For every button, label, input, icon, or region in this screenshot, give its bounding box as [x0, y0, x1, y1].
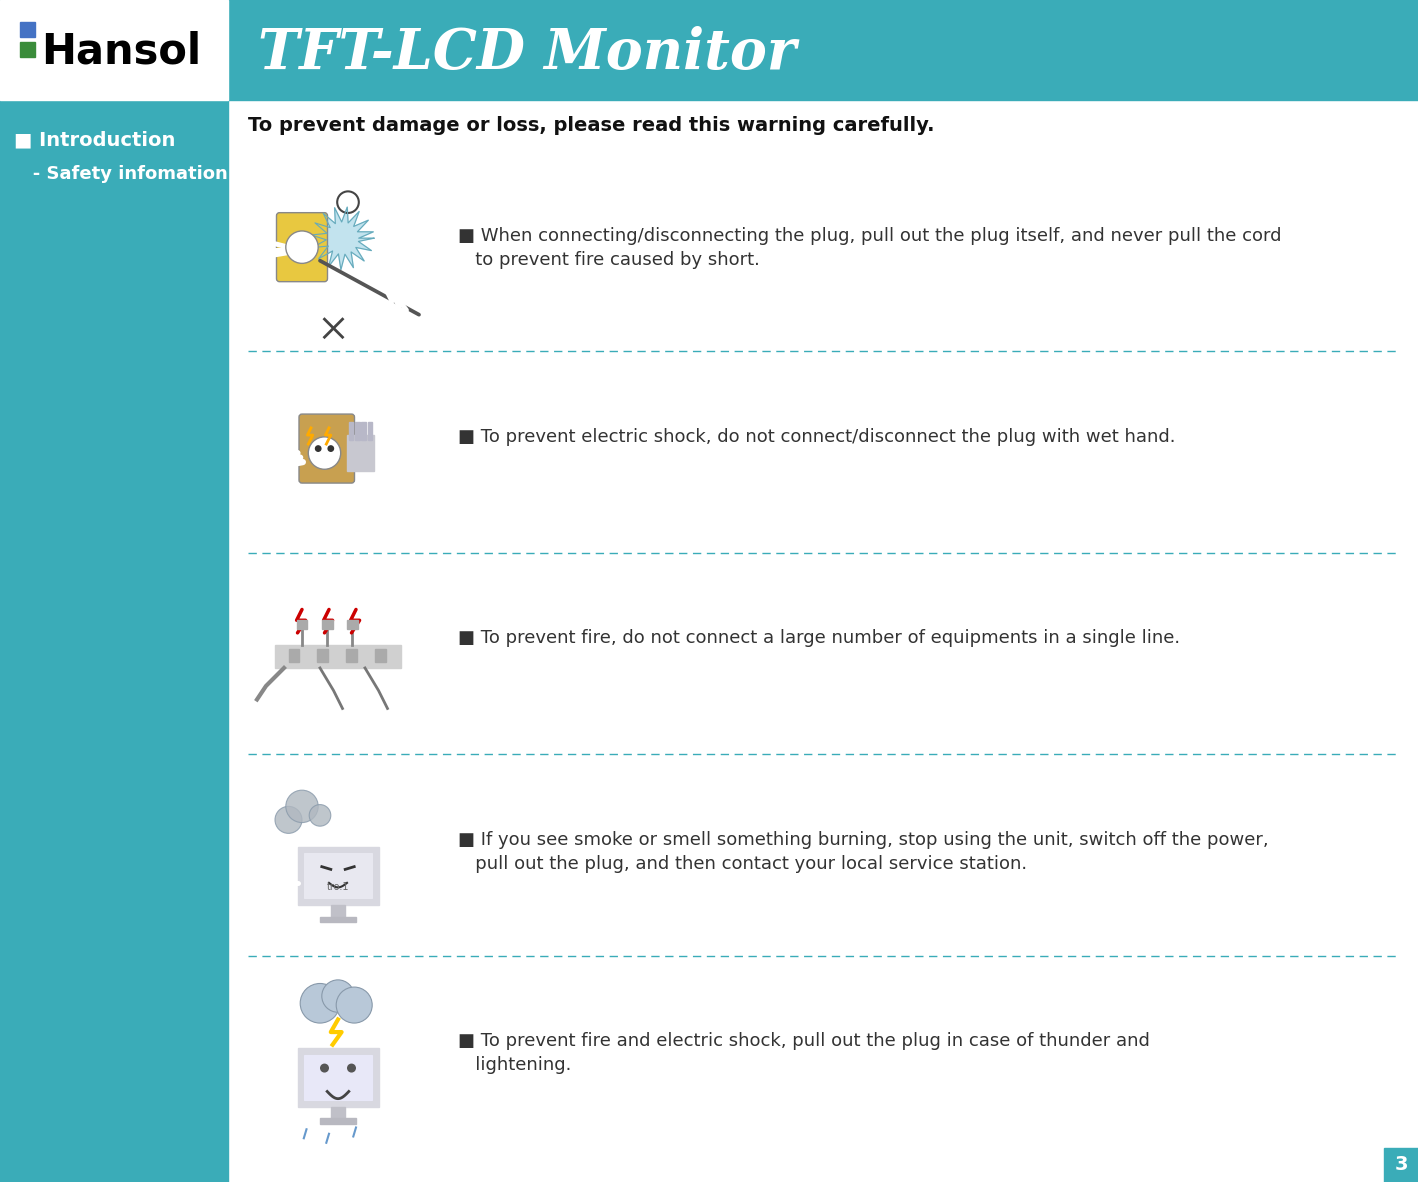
Bar	[362, 422, 366, 440]
Bar	[0, 0, 1418, 100]
Circle shape	[320, 1064, 329, 1072]
Bar	[322, 621, 333, 629]
Bar	[296, 621, 308, 629]
Text: ■ When connecting/disconnecting the plug, pull out the plug itself, and never pu: ■ When connecting/disconnecting the plug…	[458, 227, 1282, 245]
Bar	[288, 649, 299, 662]
Circle shape	[301, 983, 340, 1024]
Bar	[320, 1118, 356, 1124]
Text: ■ To prevent fire and electric shock, pull out the plug in case of thunder and: ■ To prevent fire and electric shock, pu…	[458, 1032, 1150, 1051]
FancyBboxPatch shape	[277, 213, 328, 281]
Text: - Safety infomation: - Safety infomation	[14, 165, 228, 183]
Bar	[347, 435, 374, 472]
Bar	[1384, 1148, 1418, 1182]
Text: To prevent damage or loss, please read this warning carefully.: To prevent damage or loss, please read t…	[248, 116, 934, 135]
Circle shape	[336, 987, 372, 1024]
Bar	[374, 649, 386, 662]
Bar	[346, 649, 357, 662]
Text: to prevent fire caused by short.: to prevent fire caused by short.	[458, 251, 760, 268]
Text: pull out the plug, and then contact your local service station.: pull out the plug, and then contact your…	[458, 855, 1027, 872]
Bar	[298, 846, 379, 905]
Bar	[318, 649, 328, 662]
Circle shape	[328, 446, 333, 452]
Bar	[275, 645, 401, 668]
Bar	[298, 1048, 379, 1106]
Circle shape	[315, 446, 320, 452]
Bar	[330, 905, 345, 918]
Bar	[0, 100, 228, 1182]
Circle shape	[322, 980, 354, 1012]
Circle shape	[347, 1064, 356, 1072]
Text: lightening.: lightening.	[458, 1057, 571, 1074]
Polygon shape	[311, 207, 374, 269]
Bar	[20, 22, 35, 37]
Bar	[330, 1106, 345, 1121]
FancyBboxPatch shape	[299, 414, 354, 483]
Text: ■ To prevent electric shock, do not connect/disconnect the plug with wet hand.: ■ To prevent electric shock, do not conn…	[458, 428, 1176, 446]
Text: ■ To prevent fire, do not connect a large number of equipments in a single line.: ■ To prevent fire, do not connect a larg…	[458, 630, 1180, 648]
Circle shape	[309, 805, 330, 826]
Bar	[0, 0, 228, 100]
Bar	[303, 853, 372, 898]
Circle shape	[286, 791, 318, 823]
Text: ■ If you see smoke or smell something burning, stop using the unit, switch off t: ■ If you see smoke or smell something bu…	[458, 831, 1269, 849]
Bar	[303, 1054, 372, 1099]
Bar	[20, 43, 35, 57]
Bar	[347, 621, 357, 629]
Circle shape	[286, 230, 318, 264]
Text: Hansol: Hansol	[41, 31, 201, 73]
Text: TFT-LCD Monitor: TFT-LCD Monitor	[258, 26, 795, 82]
Text: 3: 3	[1394, 1156, 1408, 1175]
Bar	[320, 917, 356, 922]
Circle shape	[275, 806, 302, 833]
Bar	[367, 422, 372, 440]
Text: tro.1: tro.1	[326, 883, 349, 892]
Circle shape	[308, 437, 340, 469]
Text: ■ Introduction: ■ Introduction	[14, 130, 176, 149]
Bar	[349, 422, 353, 440]
Bar	[354, 422, 360, 440]
